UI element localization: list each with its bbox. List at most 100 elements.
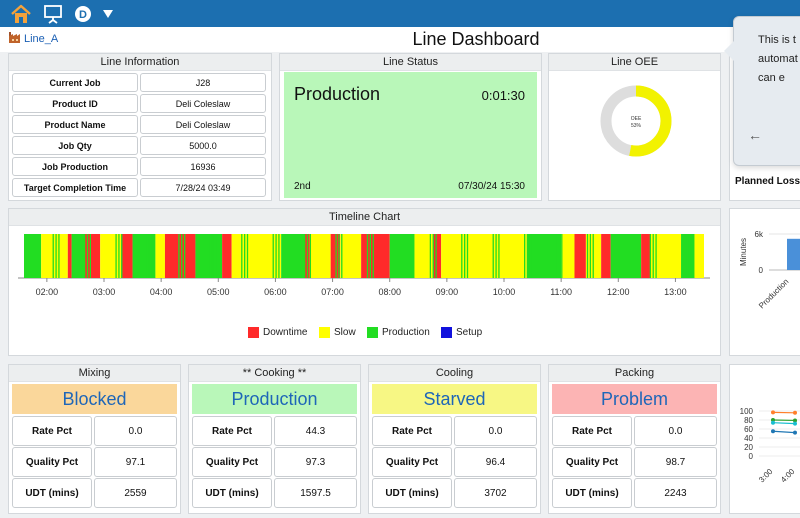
- title-row: [0, 27, 800, 52]
- station-metric-label: Quality Pct: [12, 447, 92, 477]
- station-metric-label: Rate Pct: [12, 416, 92, 446]
- dropdown-caret-icon[interactable]: [100, 3, 116, 24]
- station-status: Starved: [372, 384, 537, 414]
- oee-donut: OEE 53%: [600, 85, 672, 157]
- info-tooltip[interactable]: This is t automat can e ←: [724, 16, 800, 166]
- line-oee-title: Line OEE: [549, 54, 720, 71]
- legend-item: Setup: [441, 327, 482, 338]
- tooltip-back-arrow-icon[interactable]: ←: [748, 127, 762, 143]
- timeline-segment: [529, 234, 532, 278]
- line-info-label: Job Qty: [12, 136, 138, 155]
- timeline-tick-label: 12:00: [607, 287, 630, 297]
- line-info-value: 16936: [140, 157, 266, 176]
- page-title: Line Dashboard: [412, 29, 540, 49]
- station-status: Problem: [552, 384, 717, 414]
- station-metric-value: 2559: [94, 478, 177, 508]
- timeline-segment: [624, 234, 626, 278]
- legend-swatch: [319, 327, 330, 338]
- timeline-segment: [498, 234, 500, 278]
- timeline-segment: [610, 234, 642, 278]
- timeline-segment: [26, 234, 29, 278]
- status-state: Production: [294, 84, 381, 104]
- timeline-segment: [155, 234, 165, 278]
- timeline-segment: [309, 234, 331, 278]
- axis-title: Minutes: [739, 238, 748, 266]
- timeline-segment: [433, 234, 442, 278]
- line-info-title: Line Information: [9, 54, 271, 71]
- timeline-segment: [558, 234, 560, 278]
- timeline-segment: [89, 234, 92, 278]
- station-metric-label: UDT (mins): [552, 478, 632, 508]
- station-metric-label: Rate Pct: [372, 416, 452, 446]
- timeline-segment: [209, 234, 212, 278]
- timeline-segment: [115, 234, 117, 278]
- timeline-segment: [366, 234, 369, 278]
- timeline-segment: [164, 234, 196, 278]
- timeline-segment: [524, 234, 526, 278]
- timeline-segment: [121, 234, 123, 278]
- category-label: Production: [757, 277, 790, 310]
- timeline-segment: [41, 234, 68, 278]
- breadcrumb[interactable]: Line_A: [8, 31, 58, 46]
- timeline-segment: [621, 234, 623, 278]
- timeline-segment: [86, 234, 89, 278]
- data-point: [793, 430, 797, 435]
- timeline-segment: [341, 234, 343, 278]
- tick-label: 20: [744, 443, 753, 452]
- legend-label: Slow: [334, 327, 356, 338]
- station-metric-value: 0.0: [454, 416, 537, 446]
- timeline-segment: [152, 234, 154, 278]
- d-logo-icon[interactable]: D: [73, 3, 93, 24]
- line-status-title: Line Status: [280, 54, 541, 71]
- legend-swatch: [441, 327, 452, 338]
- tooltip-line-3: can e: [758, 72, 785, 84]
- tooltip-line-2: automat: [758, 53, 798, 65]
- data-point: [771, 429, 775, 434]
- timeline-segment: [601, 234, 611, 278]
- timeline-segment: [281, 234, 304, 278]
- timeline-segment: [71, 234, 85, 278]
- timeline-segment: [84, 234, 86, 278]
- timeline-segment: [398, 234, 400, 278]
- legend-item: Slow: [319, 327, 356, 338]
- top-nav-bar: D: [0, 0, 800, 27]
- timeline-tick-label: 11:00: [550, 287, 572, 297]
- timeline-segment: [84, 234, 101, 278]
- timeline-segment: [67, 234, 72, 278]
- station-metric-value: 98.7: [634, 447, 717, 477]
- timeline-segment: [641, 234, 651, 278]
- status-timestamp: 07/30/24 15:30: [458, 181, 525, 192]
- station-metric-value: 2243: [634, 478, 717, 508]
- timeline-segment: [464, 234, 466, 278]
- timeline-tick-label: 10:00: [493, 287, 516, 297]
- line-info-label: Product ID: [12, 94, 138, 113]
- station-metric-value: 1597.5: [274, 478, 357, 508]
- station-metric-label: Quality Pct: [192, 447, 272, 477]
- station-title: Mixing: [9, 365, 180, 382]
- station-metric-value: 97.3: [274, 447, 357, 477]
- legend-item: Production: [367, 327, 430, 338]
- status-shift: 2nd: [294, 181, 311, 192]
- timeline-segment: [215, 234, 217, 278]
- timeline-segment: [132, 234, 156, 278]
- timeline-segment: [401, 234, 403, 278]
- timeline-segment: [686, 234, 689, 278]
- timeline-segment: [652, 234, 654, 278]
- timeline-segment: [586, 234, 589, 278]
- presentation-icon[interactable]: [42, 3, 64, 24]
- home-icon[interactable]: [9, 3, 32, 24]
- series-line: [772, 430, 796, 434]
- data-point: [793, 421, 797, 426]
- breadcrumb-label[interactable]: Line_A: [24, 32, 59, 45]
- legend-label: Production: [382, 327, 430, 338]
- factory-icon: [8, 31, 21, 46]
- timeline-segment: [100, 234, 122, 278]
- data-point: [793, 410, 797, 415]
- station-metric-value: 0.0: [94, 416, 177, 446]
- timeline-tick-label: 08:00: [378, 287, 401, 297]
- timeline-tick-label: 05:00: [207, 287, 230, 297]
- oee-donut-fill: [600, 85, 672, 157]
- timeline-segment: [466, 234, 469, 278]
- data-point: [771, 420, 775, 425]
